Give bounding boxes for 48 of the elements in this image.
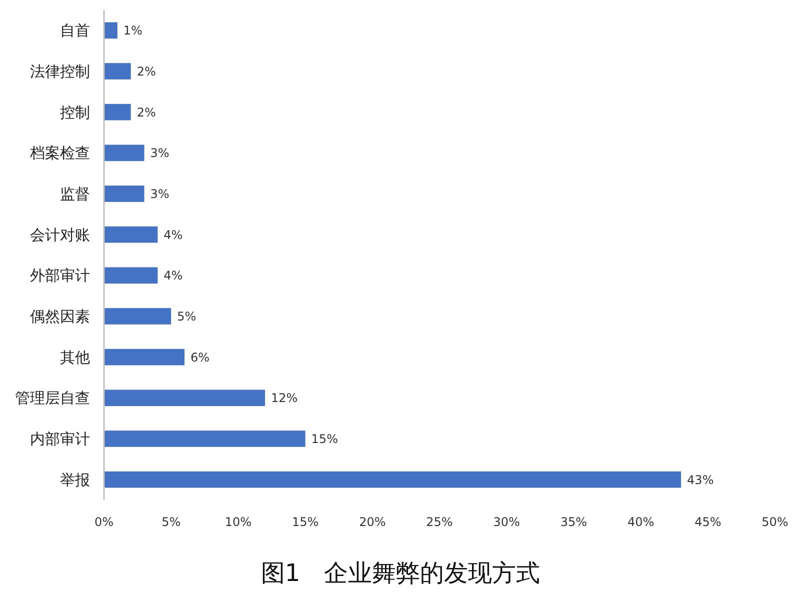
text: 图1 企业舞弊的发现方式 [260, 559, 540, 587]
x-tick-label: 10% [224, 515, 252, 529]
y-tick-label: 法律控制 [30, 62, 90, 80]
y-tick-label: 管理层自查 [15, 389, 90, 408]
x-tick-label: 45% [694, 515, 722, 529]
data-label: 12% [271, 391, 298, 406]
data-label: 43% [687, 472, 714, 487]
y-tick-label: 会计对账 [30, 226, 90, 244]
data-label: 2% [136, 64, 156, 78]
bar [104, 430, 306, 447]
bar [104, 471, 682, 488]
x-tick-label: 5% [162, 515, 181, 529]
bar [104, 104, 131, 120]
bar [104, 22, 118, 39]
data-label: 3% [150, 146, 170, 160]
bar [104, 390, 266, 406]
y-tick-label: 外部审计 [30, 266, 90, 285]
x-tick-label: 25% [426, 515, 453, 529]
x-tick-label: 15% [292, 515, 319, 529]
data-label: 3% [150, 186, 170, 201]
bar [104, 186, 144, 202]
y-tick-label: 档案检查 [29, 144, 90, 162]
y-tick-label: 偶然因素 [30, 308, 90, 326]
data-label: 1% [123, 24, 142, 38]
data-label: 4% [164, 228, 183, 242]
data-label: 6% [190, 350, 210, 364]
data-label: 4% [164, 268, 183, 283]
y-tick-label: 控制 [60, 103, 90, 122]
x-tick-label: 35% [560, 515, 588, 529]
bar [104, 308, 172, 324]
y-tick-label: 举报 [60, 470, 90, 489]
y-tick-label: 其他 [60, 348, 90, 366]
bar [104, 267, 158, 284]
y-tick-label: 监督 [60, 185, 90, 203]
x-tick-label: 40% [627, 515, 654, 529]
x-tick-label: 0% [94, 515, 114, 529]
y-tick-label: 内部审计 [30, 430, 90, 448]
data-label: 5% [177, 309, 196, 324]
bar [104, 144, 144, 162]
x-tick-label: 50% [762, 515, 788, 529]
bar [104, 63, 131, 80]
bar [104, 226, 158, 243]
data-label: 15% [311, 432, 338, 446]
x-tick-label: 20% [359, 515, 386, 529]
x-tick-label: 30% [493, 515, 520, 529]
data-label: 2% [136, 105, 156, 120]
y-tick-label: 自首 [60, 22, 90, 40]
bar [104, 348, 185, 366]
